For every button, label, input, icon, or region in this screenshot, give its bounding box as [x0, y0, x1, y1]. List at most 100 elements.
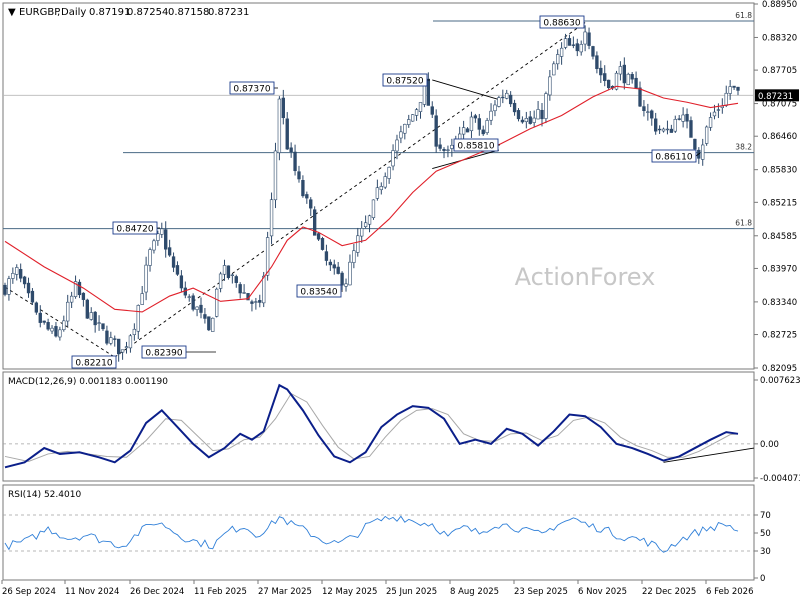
candle-body: [669, 128, 674, 133]
candle-body: [552, 63, 556, 76]
rsi-lines: [4, 515, 739, 553]
candle-body: [69, 295, 74, 303]
price-label-leader: [695, 152, 701, 157]
candle-body: [485, 120, 489, 133]
time-tick-label: 12 May 2025: [322, 587, 377, 597]
candle-body: [148, 249, 152, 266]
candle-body: [191, 295, 195, 310]
candle-body: [657, 128, 662, 131]
candle-body: [203, 314, 207, 319]
candle-body: [387, 166, 391, 179]
candle-body: [399, 131, 403, 139]
candle-body: [618, 66, 623, 75]
candle-body: [732, 85, 736, 88]
candle-body: [450, 144, 454, 149]
price-label-box: [112, 221, 158, 235]
candle-body: [685, 113, 689, 122]
candle-body: [473, 115, 478, 119]
candle-body: [124, 346, 129, 349]
candle-body: [11, 273, 15, 279]
price-label-box: [453, 138, 499, 152]
last-price-tag-box: [755, 89, 799, 102]
candle-body: [599, 67, 603, 76]
candle-body: [62, 320, 66, 331]
time-tick-label: 26 Dec 2024: [130, 587, 184, 597]
time-tick-label: 25 Jun 2025: [386, 587, 437, 597]
price-tick-label: 0.85215: [762, 198, 797, 208]
candle-body: [693, 138, 697, 150]
price-tick-label: 0.82725: [762, 331, 797, 341]
candle-body: [532, 117, 536, 123]
macd-lines: [4, 383, 755, 469]
macd-title: MACD(12,26,9) 0.001183 0.001190: [8, 377, 168, 387]
price-label-box: [539, 15, 585, 29]
candle-body: [269, 199, 274, 237]
candle-body: [195, 306, 199, 310]
candle-body: [442, 148, 446, 151]
candle-body: [340, 272, 344, 286]
candle-body: [681, 114, 685, 122]
candle-body: [606, 79, 611, 89]
candle-body: [363, 222, 368, 227]
candle-body: [465, 128, 470, 133]
candle-body: [477, 118, 481, 130]
candle-body: [132, 328, 137, 335]
candle-body: [136, 305, 140, 332]
candle-body: [642, 106, 646, 112]
candle-body: [101, 323, 105, 330]
candle-body: [556, 54, 560, 65]
candle-body: [407, 119, 411, 125]
candle-body: [30, 290, 35, 303]
price-tick-label: 0.83340: [762, 298, 797, 308]
price-label-box: [229, 81, 275, 95]
candle-body: [34, 302, 39, 313]
time-tick-label: 26 Sep 2024: [2, 587, 56, 597]
candle-body: [167, 247, 172, 256]
candle-body: [105, 330, 109, 344]
candle-body: [7, 278, 11, 295]
candle-body: [508, 94, 513, 105]
rsi-axis: 70 50 30 0: [3, 511, 771, 584]
candle-body: [211, 317, 215, 332]
trendline-dashed-down: [4, 286, 115, 358]
macd-axis: 0.007623 0.00 -0.004073: [3, 376, 800, 484]
candle-body: [352, 250, 356, 263]
candle-body: [199, 304, 203, 313]
moving-average: [4, 85, 739, 313]
candle-body: [395, 139, 399, 152]
candle-body: [575, 43, 579, 52]
candle-body: [336, 266, 340, 274]
candle-body: [316, 233, 321, 240]
price-axis: 0.88950 0.88320 0.87705 0.87075 0.86460 0.858…: [754, 0, 797, 374]
candle-body: [446, 149, 450, 151]
candle-body: [289, 147, 293, 153]
candle-body: [418, 102, 423, 112]
candle-body: [548, 76, 552, 96]
time-tick-label: 27 Mar 2025: [258, 587, 312, 597]
last-price-tag-text: 0.87231: [758, 92, 793, 102]
candle-body: [77, 281, 82, 296]
fib-level-label: 61.8: [735, 219, 752, 228]
candle-body: [712, 111, 717, 117]
macd-trendline: [663, 447, 755, 463]
candle-body: [528, 116, 532, 124]
chart-header: ▼ EURGBP , Daily 0.87191 0.87254 0.87158…: [8, 7, 249, 18]
candle-body: [113, 338, 117, 340]
candle-body: [15, 267, 19, 275]
price-tick-label: 0.82095: [762, 364, 797, 374]
rsi-tick-label: 30: [760, 547, 771, 557]
candle-body: [379, 186, 383, 191]
candle-body: [58, 329, 62, 338]
time-tick-label: 23 Sep 2025: [514, 587, 568, 597]
candle-body: [207, 316, 211, 331]
candle-body: [89, 312, 93, 320]
candle-body: [238, 284, 242, 294]
candle-body: [222, 265, 227, 275]
candle-body: [328, 261, 333, 266]
price-tick-label: 0.84585: [762, 232, 797, 242]
candle-body: [73, 281, 78, 297]
candle-body: [242, 292, 246, 294]
watermark: ActionForex: [515, 263, 656, 291]
candle-body: [281, 97, 285, 119]
time-tick-label: 6 Feb 2026: [706, 587, 754, 597]
